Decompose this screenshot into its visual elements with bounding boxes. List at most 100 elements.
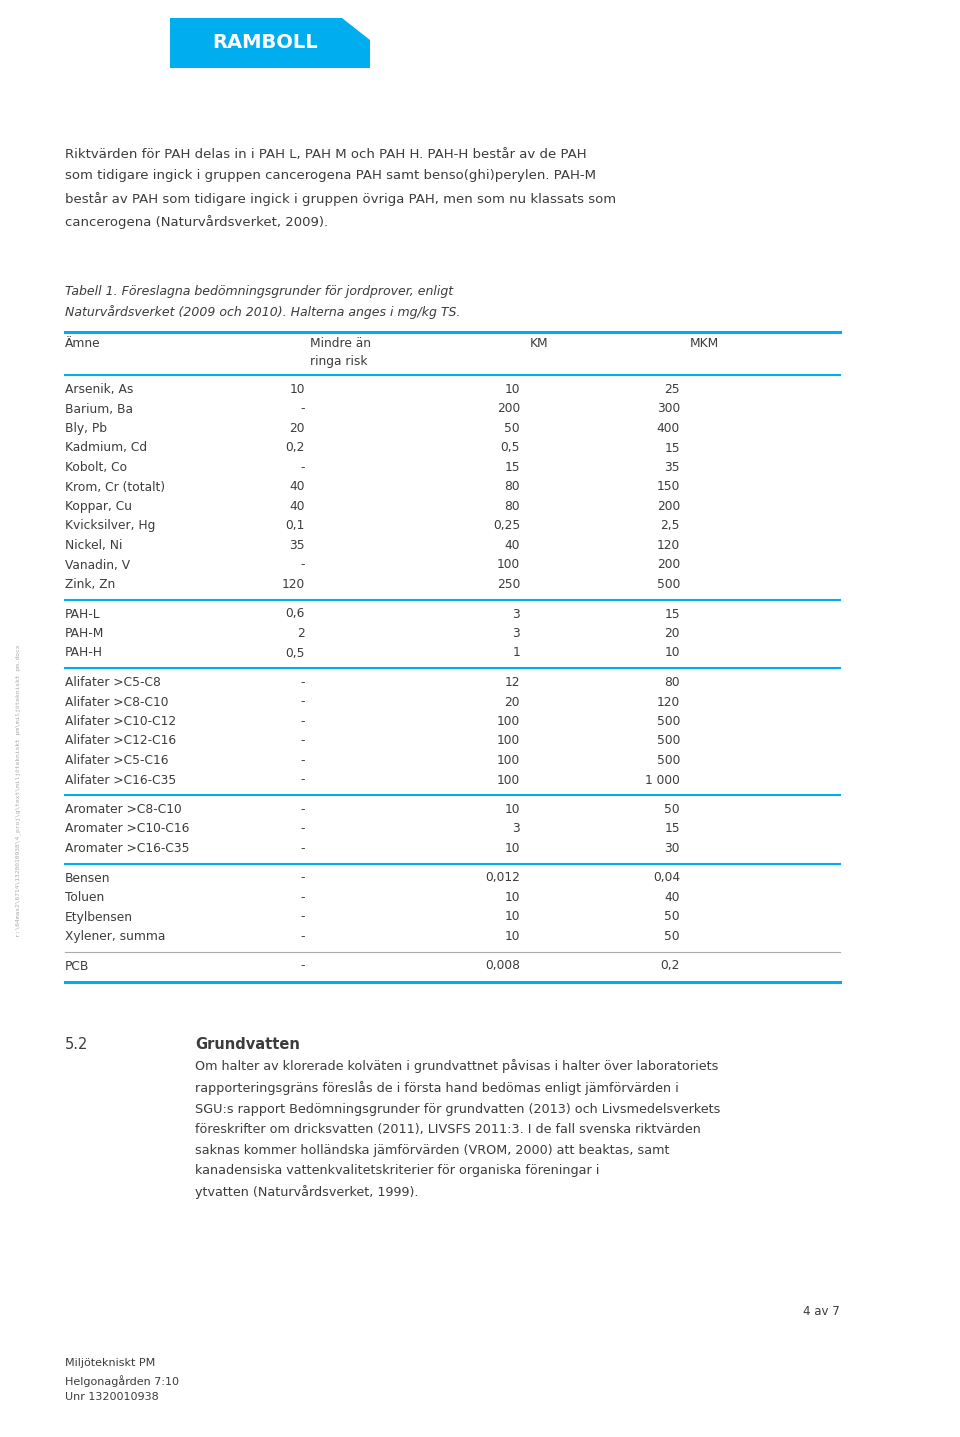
Text: 400: 400 xyxy=(657,422,680,435)
Text: -: - xyxy=(300,871,305,885)
Text: 80: 80 xyxy=(664,675,680,688)
Text: Mindre än
ringa risk: Mindre än ringa risk xyxy=(310,338,371,368)
Text: 20: 20 xyxy=(664,627,680,639)
Text: Miljötekniskt PM: Miljötekniskt PM xyxy=(65,1358,156,1368)
Text: Alifater >C12-C16: Alifater >C12-C16 xyxy=(65,734,176,747)
Text: 300: 300 xyxy=(657,402,680,415)
Text: 120: 120 xyxy=(657,539,680,552)
Text: 50: 50 xyxy=(664,930,680,943)
Text: 0,25: 0,25 xyxy=(492,520,520,533)
Text: 3: 3 xyxy=(513,608,520,621)
Text: -: - xyxy=(300,803,305,816)
Text: 15: 15 xyxy=(664,441,680,454)
Text: 250: 250 xyxy=(496,578,520,591)
Text: PAH-M: PAH-M xyxy=(65,627,105,639)
Text: Kvicksilver, Hg: Kvicksilver, Hg xyxy=(65,520,156,533)
Text: 10: 10 xyxy=(505,384,520,397)
Text: 40: 40 xyxy=(664,891,680,904)
Text: 10: 10 xyxy=(505,911,520,924)
Text: Aromater >C16-C35: Aromater >C16-C35 xyxy=(65,842,189,855)
Text: 50: 50 xyxy=(664,911,680,924)
Text: 40: 40 xyxy=(290,480,305,493)
Text: -: - xyxy=(300,734,305,747)
Text: Aromater >C10-C16: Aromater >C10-C16 xyxy=(65,822,189,835)
Text: Alifater >C10-C12: Alifater >C10-C12 xyxy=(65,716,176,729)
Text: 2,5: 2,5 xyxy=(660,520,680,533)
Text: 5.2: 5.2 xyxy=(65,1038,88,1052)
Text: 15: 15 xyxy=(504,461,520,474)
Text: -: - xyxy=(300,822,305,835)
Text: 100: 100 xyxy=(496,734,520,747)
Text: 100: 100 xyxy=(496,773,520,786)
Text: 500: 500 xyxy=(657,754,680,767)
Text: Zink, Zn: Zink, Zn xyxy=(65,578,115,591)
Text: Vanadin, V: Vanadin, V xyxy=(65,559,131,572)
Text: 120: 120 xyxy=(281,578,305,591)
Bar xyxy=(170,19,370,68)
Text: Bly, Pb: Bly, Pb xyxy=(65,422,107,435)
Text: 3: 3 xyxy=(513,627,520,639)
Text: 120: 120 xyxy=(657,696,680,708)
Text: r:\64mas2\6714\1320010938\4_proj\g\text\miljötekniskt pm\miljötekniskt pm.docx: r:\64mas2\6714\1320010938\4_proj\g\text\… xyxy=(15,644,21,937)
Text: 0,2: 0,2 xyxy=(286,441,305,454)
Text: 3: 3 xyxy=(513,822,520,835)
Polygon shape xyxy=(342,19,370,40)
Text: 150: 150 xyxy=(657,480,680,493)
Text: 500: 500 xyxy=(657,734,680,747)
Text: Nickel, Ni: Nickel, Ni xyxy=(65,539,122,552)
Text: 100: 100 xyxy=(496,559,520,572)
Text: 10: 10 xyxy=(290,384,305,397)
Text: 10: 10 xyxy=(505,891,520,904)
Text: -: - xyxy=(300,930,305,943)
Text: -: - xyxy=(300,960,305,973)
Text: 25: 25 xyxy=(664,384,680,397)
Text: -: - xyxy=(300,754,305,767)
Text: -: - xyxy=(300,891,305,904)
Text: PCB: PCB xyxy=(65,960,89,973)
Text: 35: 35 xyxy=(664,461,680,474)
Text: KM: KM xyxy=(530,338,548,351)
Text: 12: 12 xyxy=(505,675,520,688)
Text: Om halter av klorerade kolväten i grundvattnet påvisas i halter över laboratorie: Om halter av klorerade kolväten i grundv… xyxy=(195,1059,720,1200)
Text: 0,5: 0,5 xyxy=(285,647,305,660)
Text: Helgonagården 7:10: Helgonagården 7:10 xyxy=(65,1375,179,1387)
Text: Aromater >C8-C10: Aromater >C8-C10 xyxy=(65,803,181,816)
Text: 0,04: 0,04 xyxy=(653,871,680,885)
Text: 15: 15 xyxy=(664,822,680,835)
Text: Krom, Cr (totalt): Krom, Cr (totalt) xyxy=(65,480,165,493)
Text: 500: 500 xyxy=(657,578,680,591)
Text: Alifater >C16-C35: Alifater >C16-C35 xyxy=(65,773,177,786)
Text: -: - xyxy=(300,696,305,708)
Text: Riktvärden för PAH delas in i PAH L, PAH M och PAH H. PAH-H består av de PAH
som: Riktvärden för PAH delas in i PAH L, PAH… xyxy=(65,148,616,228)
Text: 200: 200 xyxy=(657,500,680,513)
Text: Alifater >C8-C10: Alifater >C8-C10 xyxy=(65,696,169,708)
Text: 20: 20 xyxy=(505,696,520,708)
Text: -: - xyxy=(300,842,305,855)
Text: RAMBOLL: RAMBOLL xyxy=(212,33,318,53)
Text: 10: 10 xyxy=(505,842,520,855)
Text: Arsenik, As: Arsenik, As xyxy=(65,384,133,397)
Text: Etylbensen: Etylbensen xyxy=(65,911,133,924)
Text: 0,1: 0,1 xyxy=(286,520,305,533)
Text: -: - xyxy=(300,716,305,729)
Text: -: - xyxy=(300,461,305,474)
Text: 200: 200 xyxy=(496,402,520,415)
Text: 40: 40 xyxy=(505,539,520,552)
Text: PAH-L: PAH-L xyxy=(65,608,101,621)
Text: 1 000: 1 000 xyxy=(645,773,680,786)
Text: Tabell 1. Föreslagna bedömningsgrunder för jordprover, enligt
Naturvårdsverket (: Tabell 1. Föreslagna bedömningsgrunder f… xyxy=(65,285,461,319)
Text: Kadmium, Cd: Kadmium, Cd xyxy=(65,441,147,454)
Text: 100: 100 xyxy=(496,754,520,767)
Text: 0,2: 0,2 xyxy=(660,960,680,973)
Text: Alifater >C5-C16: Alifater >C5-C16 xyxy=(65,754,169,767)
Text: 80: 80 xyxy=(504,480,520,493)
Text: Toluen: Toluen xyxy=(65,891,105,904)
Text: 50: 50 xyxy=(504,422,520,435)
Text: -: - xyxy=(300,773,305,786)
Text: 2: 2 xyxy=(298,627,305,639)
Text: Alifater >C5-C8: Alifater >C5-C8 xyxy=(65,675,161,688)
Text: -: - xyxy=(300,911,305,924)
Text: -: - xyxy=(300,559,305,572)
Text: Barium, Ba: Barium, Ba xyxy=(65,402,133,415)
Text: 500: 500 xyxy=(657,716,680,729)
